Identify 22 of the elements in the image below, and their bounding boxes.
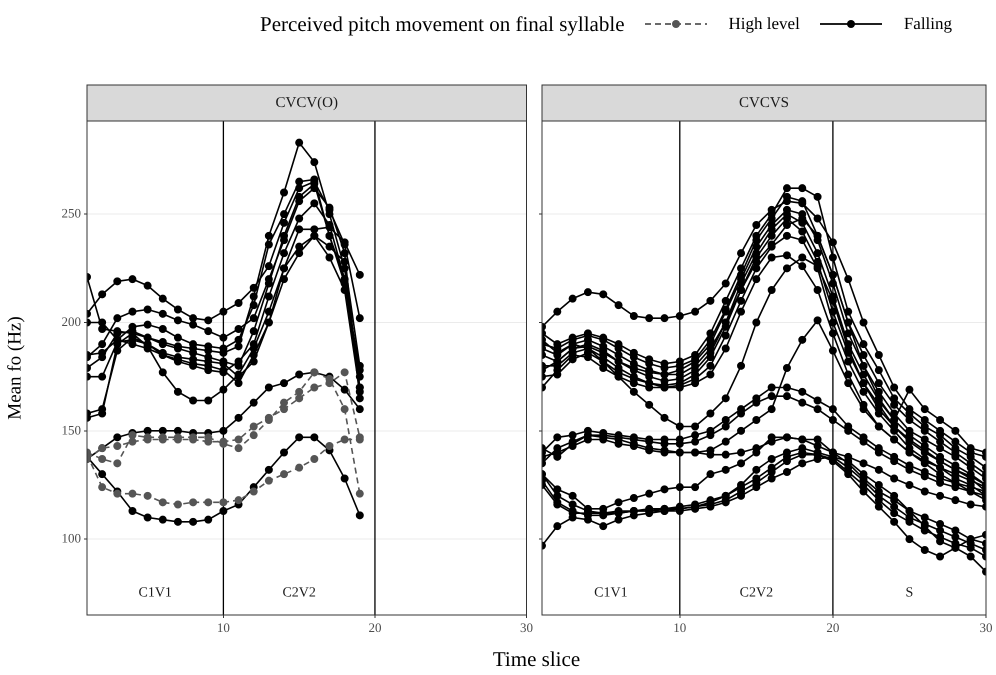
- x-tick-label: 30: [520, 620, 533, 636]
- annotation: S: [906, 586, 914, 601]
- x-axis-title: Time slice: [492, 647, 582, 672]
- x-tick-label: 30: [980, 620, 992, 636]
- annotation: C1V1: [594, 586, 628, 601]
- annotation: C1V1: [138, 586, 172, 601]
- y-tick-label: 200: [62, 314, 81, 329]
- chart-title: CVCVS: [738, 94, 790, 111]
- x-tick-label: 10: [673, 620, 686, 636]
- y-tick-label: 250: [62, 206, 81, 221]
- x-tick-label: 20: [368, 620, 382, 636]
- chart-title: CVCV(O): [276, 94, 338, 111]
- annotation: C2V2: [740, 586, 774, 601]
- x-tick-label: 10: [216, 620, 230, 636]
- y-tick-label: 100: [62, 530, 81, 546]
- legend-label: Falling: [904, 14, 952, 34]
- x-tick-label: 20: [826, 620, 840, 636]
- y-axis-title: Mean fo (Hz): [4, 316, 26, 420]
- y-tick-label: 150: [62, 422, 81, 438]
- legend-label: High level: [728, 14, 800, 34]
- annotation: C2V2: [282, 586, 316, 601]
- legend-title: Perceived pitch movement on final syllable: [260, 12, 625, 36]
